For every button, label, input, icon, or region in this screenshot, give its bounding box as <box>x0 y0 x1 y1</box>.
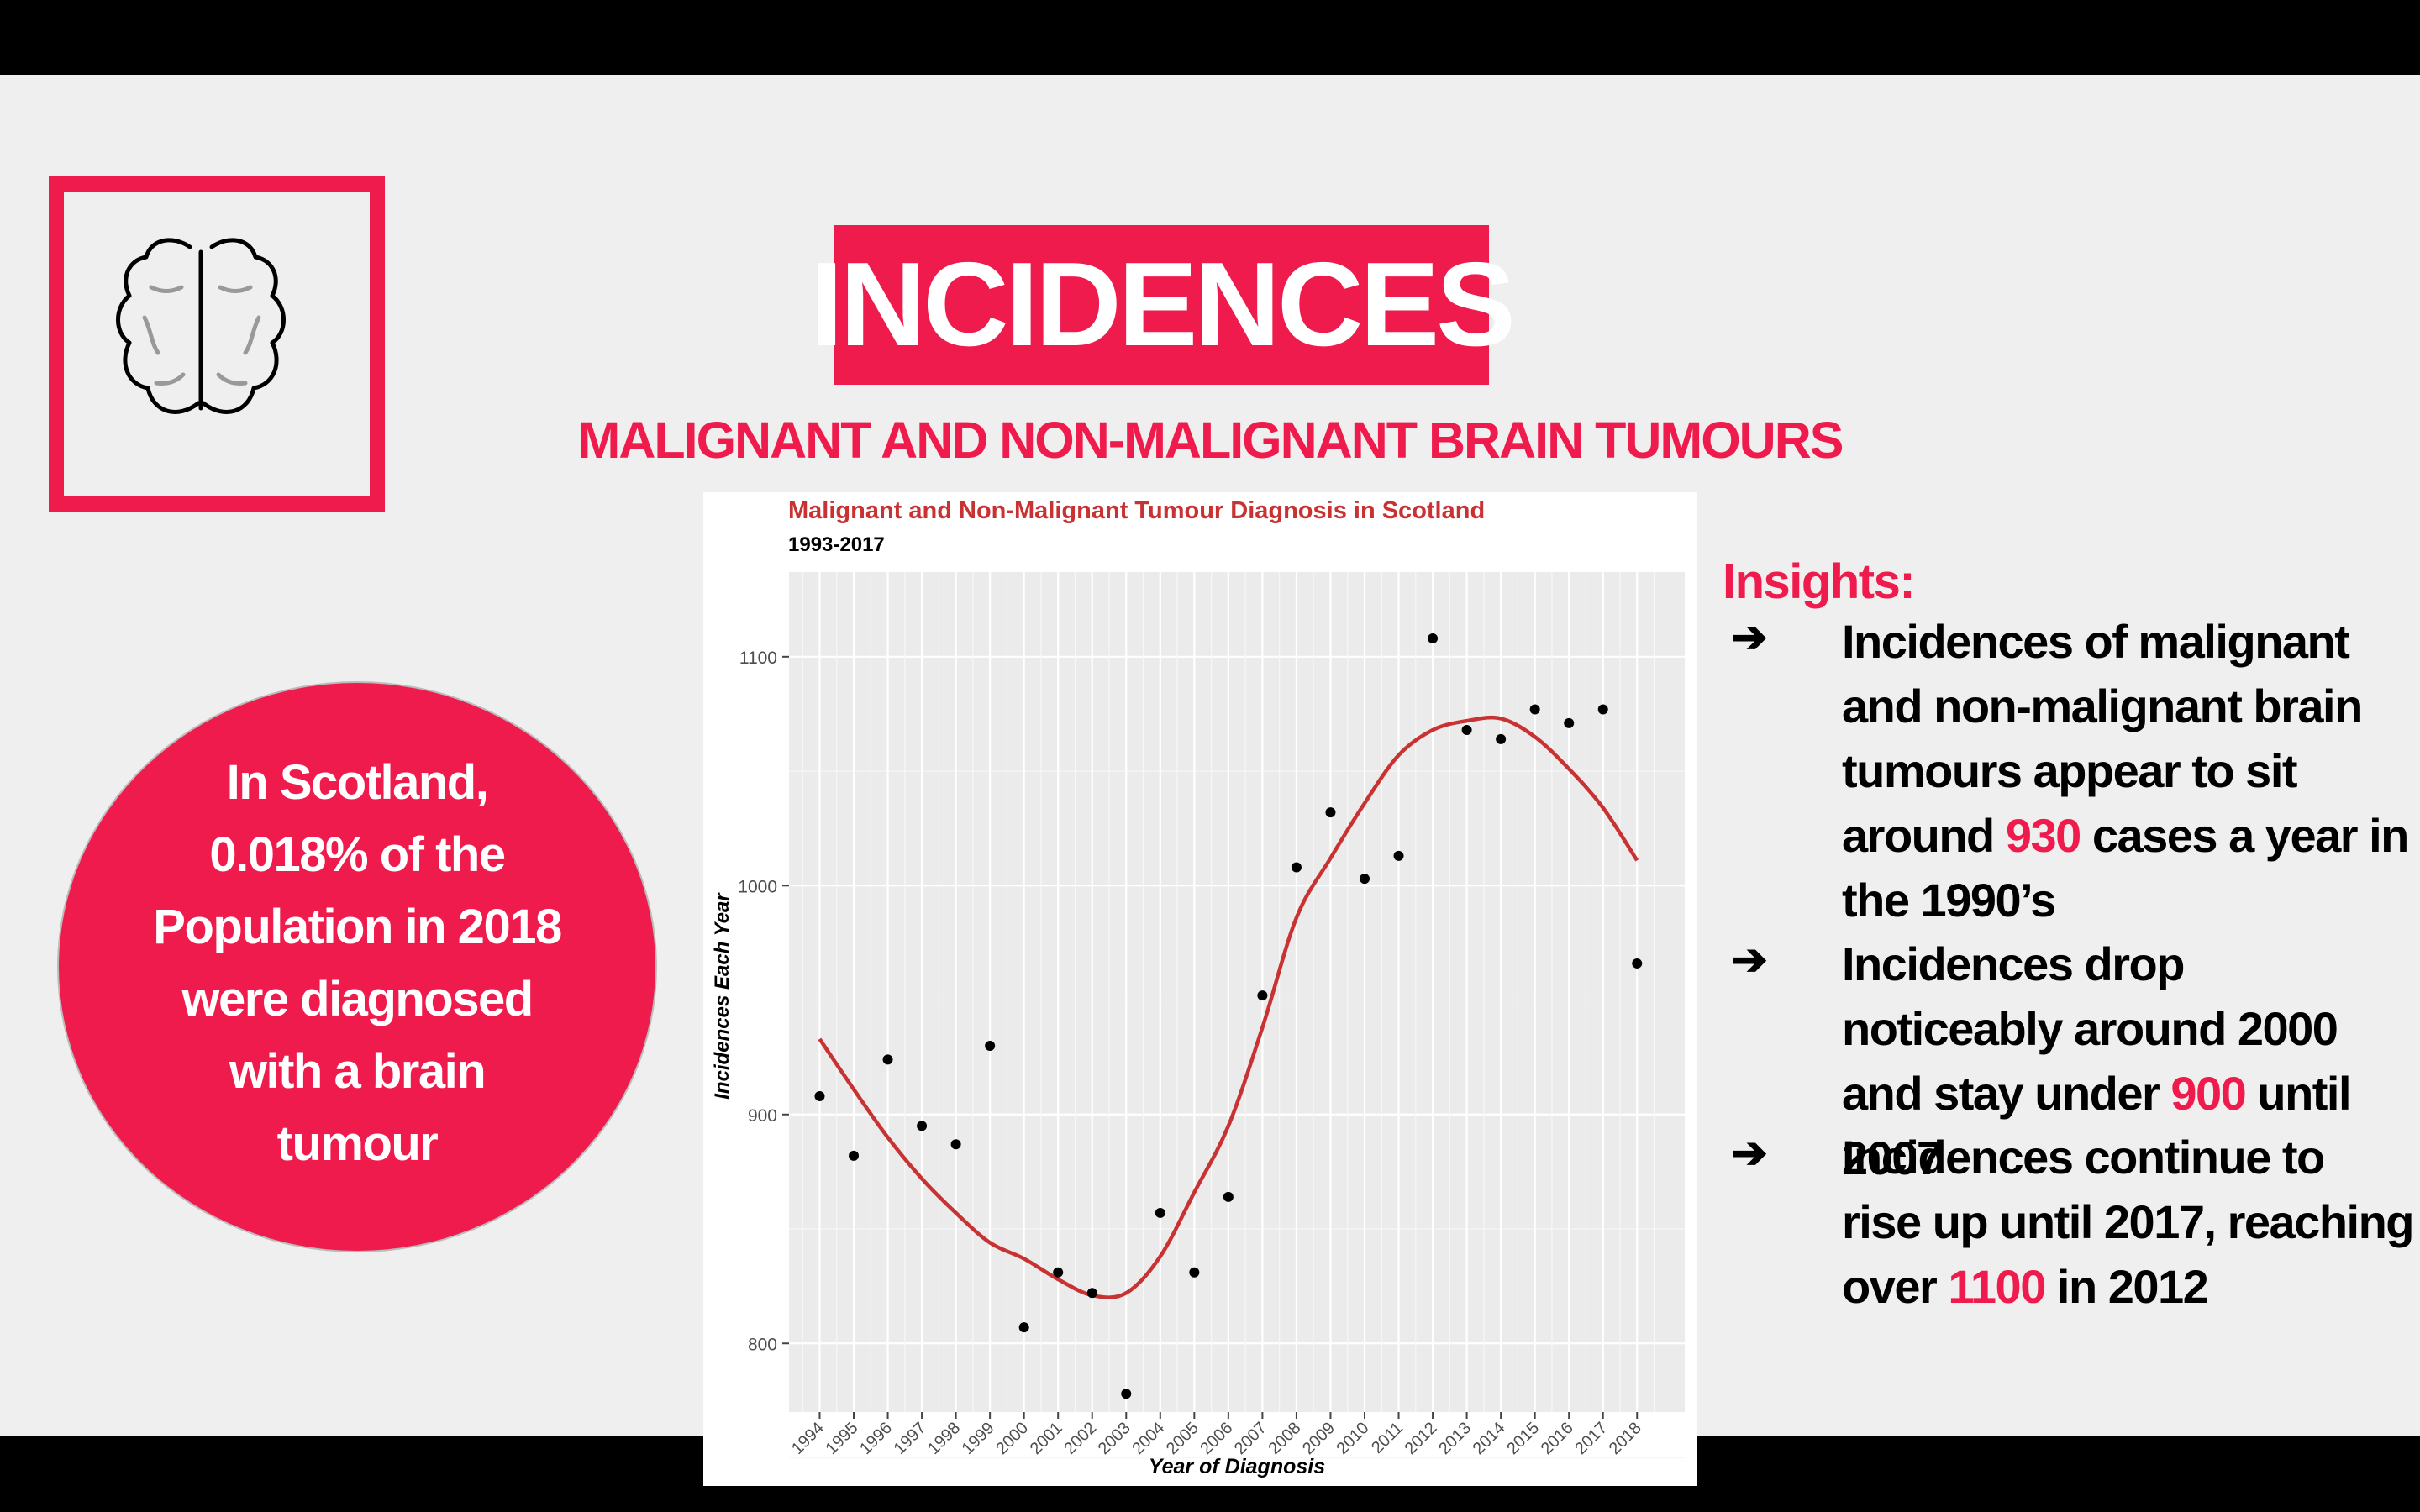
x-tick-label: 1999 <box>959 1419 998 1458</box>
callout-line: were diagnosed <box>182 972 534 1026</box>
chart-panel: Malignant and Non-Malignant Tumour Diagn… <box>703 492 1697 1486</box>
x-tick-label: 2000 <box>992 1419 1032 1458</box>
callout-text: In Scotland, 0.018% of the Population in… <box>76 747 639 1180</box>
data-point <box>1155 1207 1165 1218</box>
y-tick-label: 900 <box>748 1106 777 1126</box>
insight-highlight: 930 <box>2005 809 2081 862</box>
insight-highlight: 1100 <box>1948 1260 2046 1313</box>
data-point <box>950 1139 961 1150</box>
data-point <box>1291 862 1302 873</box>
data-point <box>1564 717 1575 728</box>
data-point <box>814 1090 825 1101</box>
x-tick-label: 2016 <box>1538 1419 1577 1458</box>
brain-icon <box>116 238 286 414</box>
x-tick-label: 2002 <box>1060 1419 1100 1458</box>
data-point <box>985 1041 996 1052</box>
x-tick-label: 1994 <box>788 1419 828 1458</box>
chart-title: Malignant and Non-Malignant Tumour Diagn… <box>788 497 1485 524</box>
y-axis-label: Incidences Each Year <box>711 892 734 1100</box>
x-tick-label: 2003 <box>1095 1419 1134 1458</box>
data-point <box>1359 874 1370 885</box>
insight-text: until 2007 <box>1842 1067 2352 1184</box>
arrow-icon: ➔ <box>1731 936 1768 984</box>
data-point <box>882 1054 893 1065</box>
chart-subtitle: 1993-2017 <box>788 533 885 556</box>
insight-text: in 2012 <box>2044 1260 2209 1313</box>
x-tick-label: 1996 <box>856 1419 896 1458</box>
data-point <box>1223 1191 1234 1202</box>
data-point <box>1121 1389 1132 1399</box>
data-point <box>1086 1288 1097 1299</box>
x-tick-label: 2013 <box>1435 1419 1475 1458</box>
callout-line: with a brain <box>229 1044 487 1099</box>
x-tick-label: 2001 <box>1027 1419 1066 1458</box>
data-point <box>1018 1322 1029 1333</box>
insight-item: Incidences drop noticeably around 2000 a… <box>1842 932 2413 1190</box>
x-tick-label: 1998 <box>924 1419 964 1458</box>
data-point <box>1393 850 1404 861</box>
page-subtitle: MALIGNANT AND NON-MALIGNANT BRAIN TUMOUR… <box>577 412 1844 469</box>
data-point <box>917 1121 928 1131</box>
x-tick-label: 2005 <box>1163 1419 1202 1458</box>
insight-text: Incidences continue to rise up until 201… <box>1842 1131 2415 1313</box>
x-tick-label: 2004 <box>1128 1419 1168 1458</box>
x-tick-label: 2017 <box>1571 1419 1611 1458</box>
data-point <box>1053 1267 1064 1278</box>
insight-highlight: 900 <box>2170 1067 2246 1120</box>
x-tick-label: 2008 <box>1265 1419 1304 1458</box>
x-tick-label: 2015 <box>1503 1419 1543 1458</box>
logo-frame <box>49 176 385 512</box>
callout-circle <box>59 683 655 1251</box>
insight-text: cases a year in the 1990’s <box>1842 809 2409 927</box>
insights-heading: Insights: <box>1723 554 1916 609</box>
data-point <box>1428 633 1439 644</box>
x-tick-label: 1997 <box>891 1419 930 1458</box>
callout-line: Population in 2018 <box>153 900 562 954</box>
x-tick-label: 2014 <box>1470 1419 1509 1458</box>
data-point <box>849 1150 860 1161</box>
data-point <box>1461 725 1472 736</box>
y-tick-label: 1000 <box>738 877 777 896</box>
data-point <box>1257 990 1268 1001</box>
data-point <box>1529 704 1540 715</box>
data-point <box>1597 704 1608 715</box>
x-tick-label: 2006 <box>1197 1419 1236 1458</box>
trend-line <box>818 715 1639 1299</box>
insight-item: Incidences of malignant and non-malignan… <box>1842 609 2413 932</box>
arrow-icon: ➔ <box>1731 1129 1768 1178</box>
x-axis-label: Year of Diagnosis <box>1149 1455 1325 1478</box>
callout-line: In Scotland, <box>226 755 489 810</box>
data-point <box>1325 807 1336 818</box>
chart: Malignant and Non-Malignant Tumour Diagn… <box>711 497 1685 1478</box>
data-point <box>1496 733 1507 744</box>
slide: INCIDENCES MALIGNANT AND NON-MALIGNANT B… <box>0 75 2420 1486</box>
insight-item: Incidences continue to rise up until 201… <box>1842 1125 2415 1319</box>
y-tick-label: 800 <box>748 1335 777 1354</box>
insight-text: Incidences drop noticeably around 2000 a… <box>1842 937 2338 1120</box>
y-tick-label: 1100 <box>739 648 777 668</box>
x-tick-label: 2007 <box>1231 1419 1270 1458</box>
insight-text: Incidences of malignant and non-malignan… <box>1842 615 2363 862</box>
x-tick-label: 1995 <box>823 1419 862 1458</box>
arrow-icon: ➔ <box>1731 613 1768 662</box>
x-tick-label: 2010 <box>1334 1419 1373 1458</box>
callout-line: tumour <box>276 1116 439 1171</box>
data-point <box>1632 958 1643 969</box>
x-tick-label: 2011 <box>1368 1419 1407 1457</box>
data-point <box>1189 1267 1200 1278</box>
x-tick-label: 2012 <box>1402 1419 1441 1458</box>
plot-background <box>789 572 1685 1412</box>
page-title: INCIDENCES <box>810 225 1516 385</box>
x-tick-label: 2018 <box>1606 1419 1645 1458</box>
x-tick-label: 2009 <box>1299 1419 1339 1458</box>
callout-line: 0.018% of the <box>209 827 506 882</box>
